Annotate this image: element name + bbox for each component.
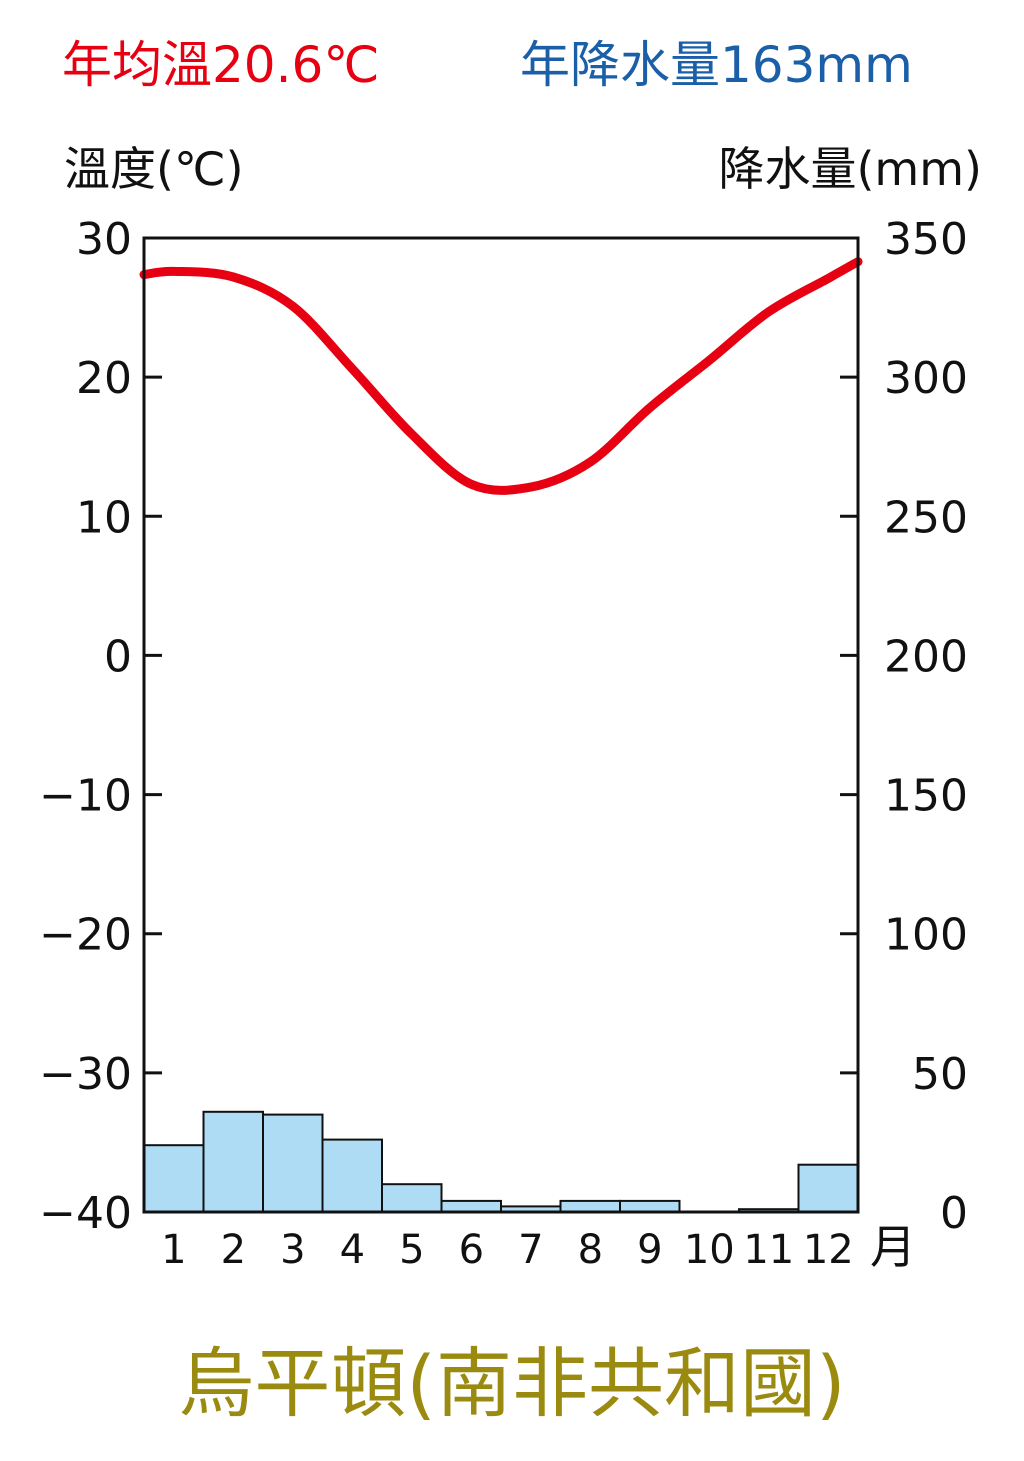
- precipitation-tick-label: 350: [884, 214, 968, 265]
- month-label: 4: [340, 1227, 365, 1273]
- month-label: 6: [459, 1227, 484, 1273]
- precipitation-bar: [143, 1144, 205, 1213]
- precipitation-bar: [619, 1199, 681, 1214]
- annual-temperature: 年均溫20.6℃: [62, 36, 379, 94]
- precipitation-tick-label: 250: [884, 492, 968, 543]
- annual-precipitation: 年降水量163mm: [520, 36, 913, 94]
- precipitation-bar: [797, 1163, 859, 1213]
- precipitation-tick-label: 150: [884, 771, 968, 822]
- temperature-tick-label: 30: [76, 214, 132, 265]
- precipitation-bar: [381, 1183, 443, 1213]
- temperature-tick-label: −40: [39, 1188, 132, 1239]
- precipitation-bar: [440, 1199, 502, 1214]
- temperature-axis-title: 溫度(℃): [64, 142, 244, 196]
- temperature-tick-label: −20: [39, 910, 132, 961]
- month-label: 3: [280, 1227, 305, 1273]
- precipitation-axis-title: 降水量(mm): [718, 142, 982, 196]
- station-name: 烏平頓(南非共和國): [178, 1339, 845, 1428]
- precipitation-tick-label: 100: [884, 910, 968, 961]
- precipitation-bars: [143, 1110, 859, 1214]
- precipitation-tick-label: 0: [940, 1188, 968, 1239]
- temperature-tick-label: 0: [104, 631, 132, 682]
- month-label: 1: [161, 1227, 186, 1273]
- plot-frame: [142, 236, 860, 1214]
- month-axis: 1 2 3 4 5 6 7 8 9 10 11 12: [161, 1227, 854, 1273]
- month-label: 2: [221, 1227, 246, 1273]
- precipitation-bar: [321, 1138, 383, 1213]
- temperature-tick-label: 20: [76, 353, 132, 404]
- precipitation-axis: 350 300 250 200 150 100 50 0: [840, 214, 968, 1239]
- temperature-line: [139, 257, 863, 495]
- temperature-tick-label: −10: [39, 771, 132, 822]
- precipitation-bar: [202, 1110, 264, 1214]
- month-label: 7: [518, 1227, 543, 1273]
- month-label: 5: [399, 1227, 424, 1273]
- month-label: 8: [578, 1227, 603, 1273]
- temperature-tick-label: −30: [39, 1049, 132, 1100]
- month-label: 11: [743, 1227, 794, 1273]
- month-label: 9: [637, 1227, 662, 1273]
- precipitation-tick-label: 200: [884, 631, 968, 682]
- month-label: 10: [684, 1227, 735, 1273]
- month-label: 12: [803, 1227, 854, 1273]
- precipitation-bar: [559, 1199, 621, 1214]
- precipitation-tick-label: 300: [884, 353, 968, 404]
- month-unit-label: 月: [870, 1220, 916, 1274]
- temperature-tick-label: 10: [76, 492, 132, 543]
- precipitation-tick-label: 50: [912, 1049, 968, 1100]
- temperature-axis: 30 20 10 0 −10 −20 −30 −40: [39, 214, 162, 1239]
- precipitation-bar: [262, 1113, 324, 1213]
